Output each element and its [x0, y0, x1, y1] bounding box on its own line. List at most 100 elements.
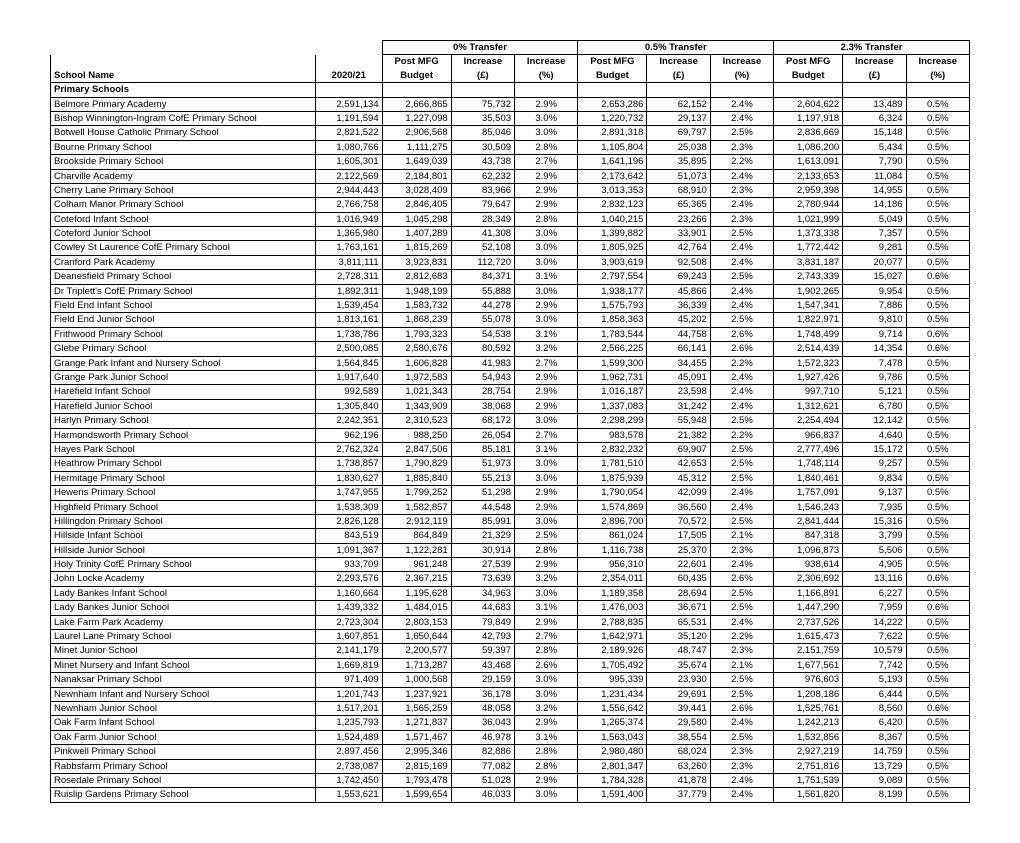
value-cell: 3.0% — [515, 788, 578, 802]
value-cell: 2.5% — [710, 687, 773, 701]
school-name-cell: Field End Infant School — [51, 299, 316, 313]
value-cell: 933,709 — [315, 558, 382, 572]
school-name-cell: Rabbsfarm Primary School — [51, 759, 316, 773]
value-cell: 1,902,265 — [774, 284, 843, 298]
value-cell: 2,762,324 — [315, 442, 382, 456]
value-cell: 7,959 — [843, 601, 906, 615]
value-cell: 1,546,243 — [774, 500, 843, 514]
table-row: Pinkwell Primary School2,897,4562,995,34… — [51, 745, 970, 759]
value-cell: 2.4% — [710, 716, 773, 730]
value-cell: 1,407,289 — [382, 227, 451, 241]
value-cell: 1,553,621 — [315, 788, 382, 802]
value-cell: 2.5% — [710, 471, 773, 485]
table-row: Rosedale Primary School1,742,4501,793,47… — [51, 773, 970, 787]
value-cell: 1,021,999 — [774, 212, 843, 226]
value-cell: 2,812,683 — [382, 270, 451, 284]
value-cell: 1,738,857 — [315, 457, 382, 471]
value-cell: 3.0% — [515, 284, 578, 298]
value-cell: 1,040,215 — [578, 212, 647, 226]
value-cell: 0.6% — [906, 270, 969, 284]
value-cell: 1,242,213 — [774, 716, 843, 730]
value-cell: 0.5% — [906, 198, 969, 212]
value-cell: 10,579 — [843, 644, 906, 658]
value-cell: 65,531 — [647, 615, 710, 629]
value-cell: 0.5% — [906, 442, 969, 456]
value-cell: 0.5% — [906, 615, 969, 629]
table-row: Hermitage Primary School1,830,6271,885,8… — [51, 471, 970, 485]
value-cell: 3.1% — [515, 601, 578, 615]
school-name-cell: Harmondsworth Primary School — [51, 428, 316, 442]
value-cell: 0.5% — [906, 500, 969, 514]
value-cell: 1,086,200 — [774, 140, 843, 154]
table-row: Newnham Junior School1,517,2011,565,2594… — [51, 701, 970, 715]
value-cell: 25,038 — [647, 140, 710, 154]
value-cell: 2.9% — [515, 198, 578, 212]
value-cell: 2.8% — [515, 543, 578, 557]
value-cell: 1,476,003 — [578, 601, 647, 615]
value-cell: 23,266 — [647, 212, 710, 226]
value-cell: 1,972,583 — [382, 370, 451, 384]
value-cell: 2.4% — [710, 97, 773, 111]
table-row: Hillside Infant School843,519864,84921,3… — [51, 529, 970, 543]
value-cell: 0.5% — [906, 586, 969, 600]
school-name-cell: Cowley St Laurence CofE Primary School — [51, 241, 316, 255]
value-cell: 36,178 — [451, 687, 514, 701]
value-cell: 3.0% — [515, 586, 578, 600]
value-cell: 2,743,339 — [774, 270, 843, 284]
table-row: Harefield Junior School1,305,8401,343,90… — [51, 399, 970, 413]
value-cell: 1,484,015 — [382, 601, 451, 615]
value-cell: 1,793,478 — [382, 773, 451, 787]
value-cell: 1,781,510 — [578, 457, 647, 471]
value-cell: 0.6% — [906, 572, 969, 586]
table-row: Coteford Junior School1,365,9801,407,289… — [51, 227, 970, 241]
value-cell: 34,455 — [647, 356, 710, 370]
value-cell: 1,201,743 — [315, 687, 382, 701]
value-cell: 2.4% — [710, 111, 773, 125]
value-cell: 1,917,640 — [315, 370, 382, 384]
value-cell: 1,574,869 — [578, 500, 647, 514]
h-inc-e-0: Increase — [451, 55, 514, 69]
value-cell: 2.5% — [710, 586, 773, 600]
table-row: Lady Bankes Infant School1,160,6641,195,… — [51, 586, 970, 600]
value-cell: 35,895 — [647, 155, 710, 169]
value-cell: 2,298,299 — [578, 414, 647, 428]
value-cell: 2.2% — [710, 155, 773, 169]
value-cell: 2.5% — [710, 270, 773, 284]
value-cell: 44,683 — [451, 601, 514, 615]
value-cell: 83,966 — [451, 183, 514, 197]
value-cell: 2,803,153 — [382, 615, 451, 629]
value-cell: 3.0% — [515, 414, 578, 428]
value-cell: 2.3% — [710, 644, 773, 658]
value-cell: 1,962,731 — [578, 370, 647, 384]
value-cell: 0.5% — [906, 788, 969, 802]
value-cell: 1,439,332 — [315, 601, 382, 615]
value-cell: 46,978 — [451, 730, 514, 744]
table-row: Hayes Park School2,762,3242,847,50685,18… — [51, 442, 970, 456]
value-cell: 28,754 — [451, 385, 514, 399]
h-school: School Name — [51, 69, 316, 83]
value-cell: 1,532,856 — [774, 730, 843, 744]
school-name-cell: Highfield Primary School — [51, 500, 316, 514]
school-name-cell: Glebe Primary School — [51, 342, 316, 356]
school-name-cell: Coteford Infant School — [51, 212, 316, 226]
value-cell: 2.5% — [710, 730, 773, 744]
value-cell: 1,271,837 — [382, 716, 451, 730]
value-cell: 3,903,619 — [578, 255, 647, 269]
value-cell: 7,790 — [843, 155, 906, 169]
value-cell: 0.6% — [906, 342, 969, 356]
value-cell: 1,738,786 — [315, 327, 382, 341]
value-cell: 2,995,346 — [382, 745, 451, 759]
value-cell: 2.4% — [710, 255, 773, 269]
value-cell: 1,343,909 — [382, 399, 451, 413]
value-cell: 55,888 — [451, 284, 514, 298]
value-cell: 2.9% — [515, 615, 578, 629]
value-cell: 1,111,275 — [382, 140, 451, 154]
value-cell: 2.6% — [710, 701, 773, 715]
value-cell: 2,566,225 — [578, 342, 647, 356]
value-cell: 1,748,499 — [774, 327, 843, 341]
value-cell: 1,016,949 — [315, 212, 382, 226]
value-cell: 1,784,328 — [578, 773, 647, 787]
value-cell: 1,607,851 — [315, 630, 382, 644]
value-cell: 45,866 — [647, 284, 710, 298]
h-inc-p-1: Increase — [710, 55, 773, 69]
